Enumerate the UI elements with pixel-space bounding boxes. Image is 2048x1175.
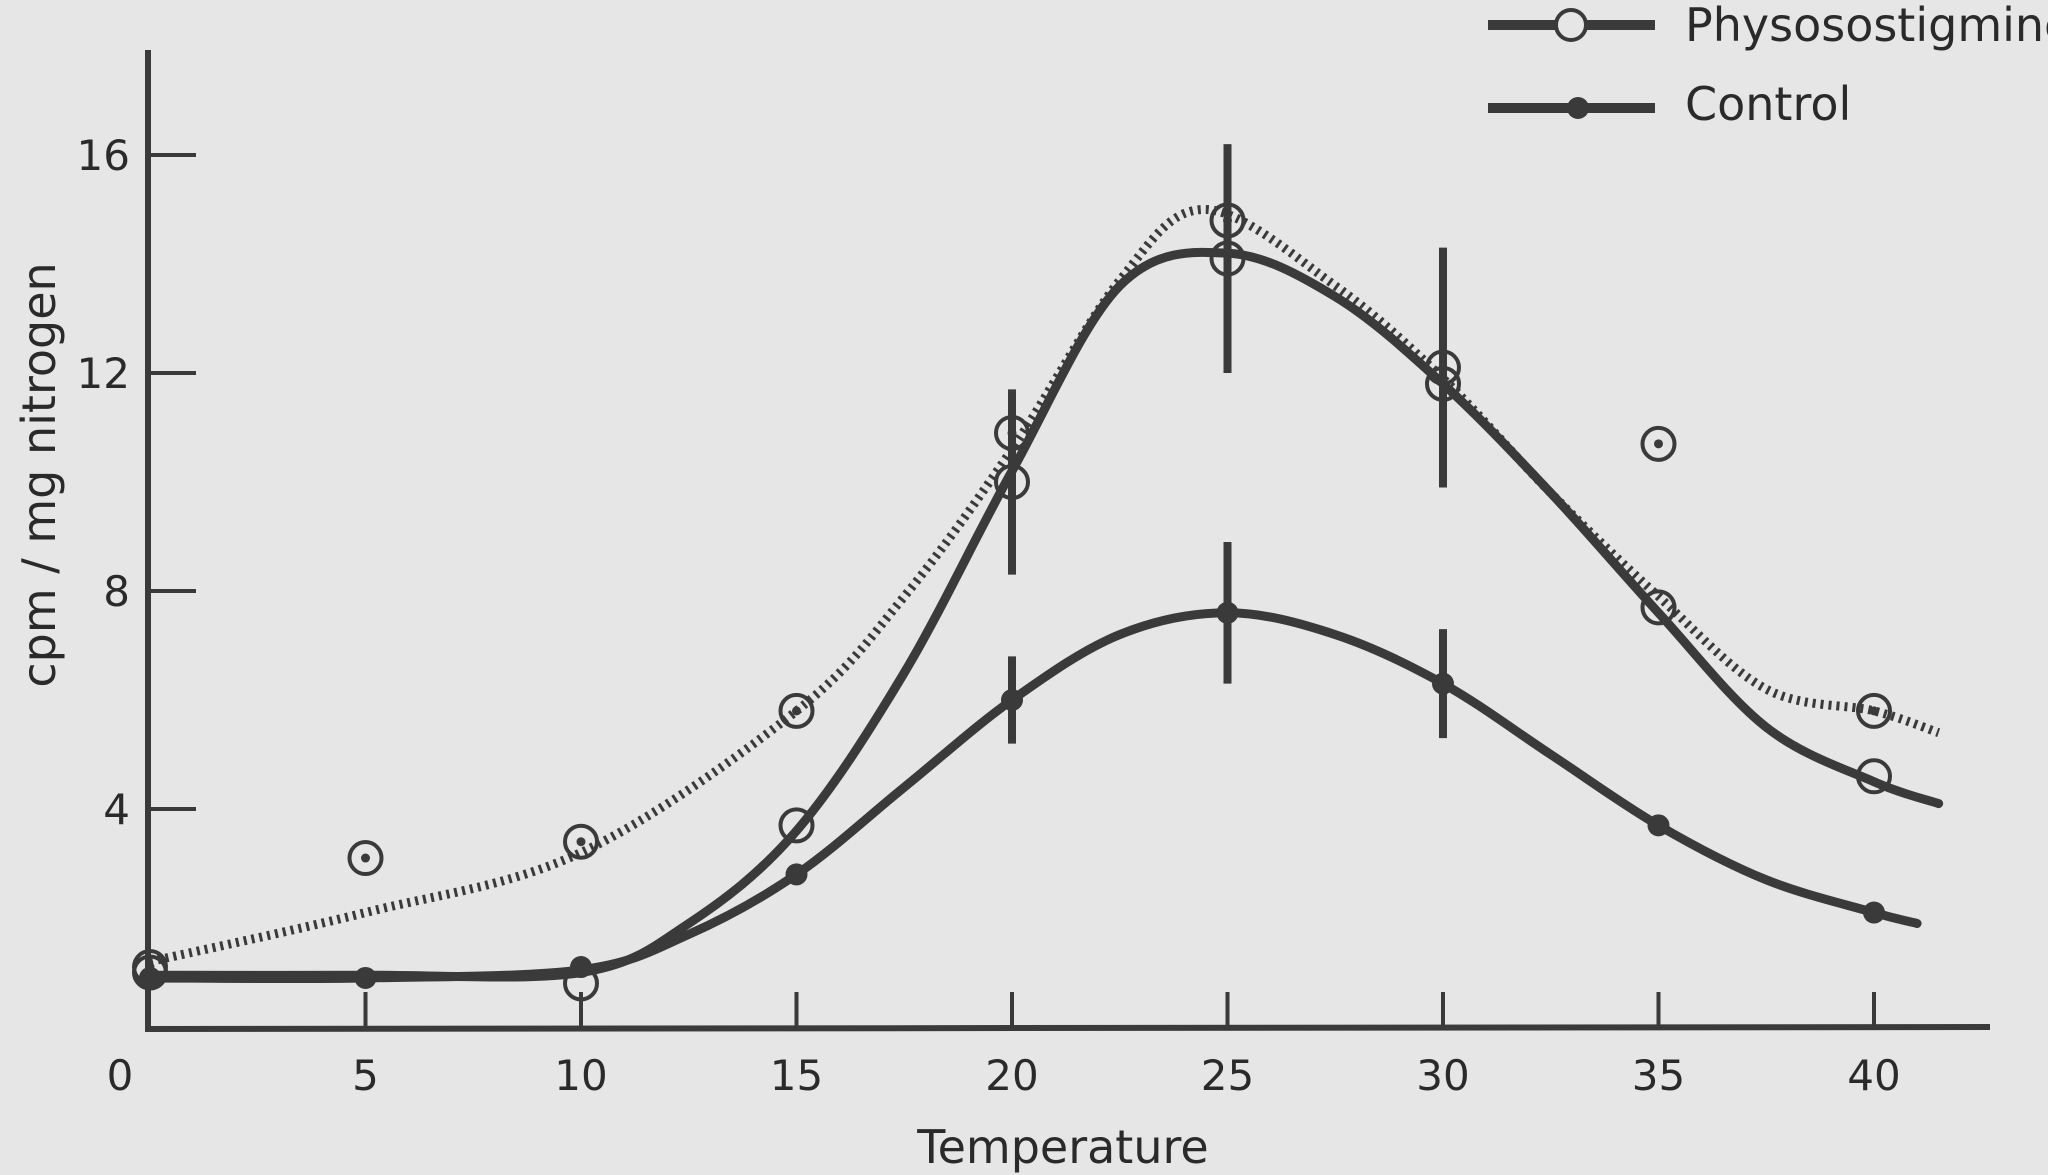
point-control-0 — [139, 966, 161, 989]
point-control-35 — [1647, 814, 1670, 837]
data-points — [132, 202, 1892, 1002]
x-axis-line — [144, 1024, 1991, 1032]
point-dotted-40 — [1856, 692, 1892, 729]
axes: 0 5 10 15 20 25 30 35 40 4 8 12 16 — [77, 50, 1991, 1100]
legend-marker-physostigmine — [1554, 8, 1588, 42]
series-line-0 — [145, 247, 1944, 982]
legend-marker-control — [1567, 97, 1589, 119]
point-control-40 — [1863, 901, 1885, 924]
series-line-2 — [145, 608, 1922, 984]
point-control-10 — [570, 956, 592, 979]
point-physostigmine-35 — [1640, 589, 1677, 626]
x-tick-label-5: 5 — [352, 1051, 379, 1100]
x-tick-label-10: 10 — [554, 1051, 607, 1100]
x-tick-label-30: 30 — [1416, 1051, 1469, 1100]
point-dotted-10 — [563, 823, 599, 860]
point-dotted-25 — [1209, 202, 1246, 239]
point-dotted-20 — [994, 414, 1030, 451]
x-tick-label-25: 25 — [1201, 1051, 1254, 1100]
x-tick-label-35: 35 — [1632, 1051, 1685, 1100]
x-tick-label-40: 40 — [1847, 1051, 1900, 1100]
x-axis-title: Temperature — [916, 1120, 1208, 1174]
point-control-20 — [1001, 689, 1023, 711]
x-tick-label-15: 15 — [770, 1051, 823, 1100]
point-dotted-15 — [778, 692, 815, 729]
legend-label-physostigmine: Physosostigmine — [1685, 0, 2048, 52]
point-physostigmine-25 — [1209, 240, 1246, 277]
point-physostigmine-20 — [994, 464, 1030, 500]
legend: Physosostigmine Control — [1488, 0, 2048, 131]
x-tick-label-0: 0 — [107, 1051, 134, 1100]
x-tick-label-20: 20 — [985, 1051, 1038, 1100]
y-tick-label-16: 16 — [77, 131, 130, 180]
y-tick-label-8: 8 — [103, 567, 130, 616]
y-tick-label-12: 12 — [77, 349, 130, 398]
curves — [145, 144, 1944, 984]
y-axis-title: cpm / mg nitrogen — [12, 262, 66, 687]
point-dotted-5 — [347, 840, 384, 877]
legend-label-control: Control — [1685, 77, 1851, 131]
point-dotted-30 — [1425, 365, 1461, 402]
y-tick-label-4: 4 — [103, 785, 130, 834]
point-dotted-35 — [1640, 425, 1677, 462]
point-control-5 — [354, 966, 377, 989]
point-physostigmine-40 — [1856, 758, 1892, 795]
point-control-30 — [1432, 672, 1454, 695]
series-line-1 — [149, 204, 1941, 966]
point-control-25 — [1216, 601, 1239, 624]
point-control-15 — [785, 863, 808, 886]
point-physostigmine-15 — [778, 807, 815, 844]
